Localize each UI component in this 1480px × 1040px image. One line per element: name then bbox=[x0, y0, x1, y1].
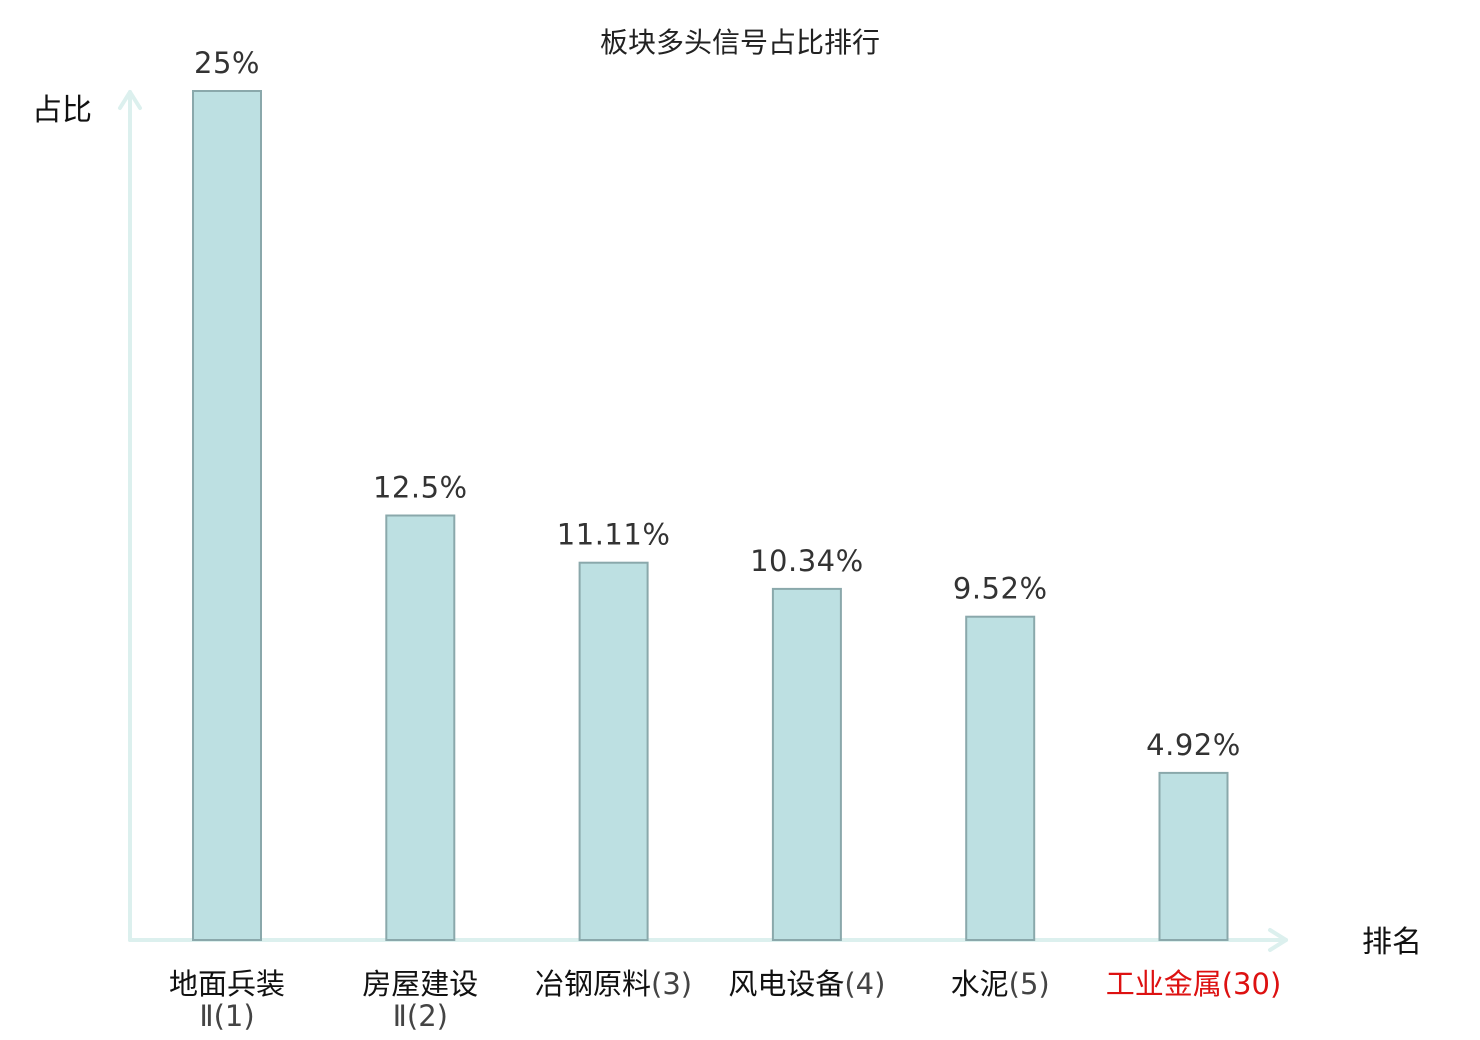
value-label: 4.92% bbox=[1146, 728, 1241, 762]
category-rank: Ⅱ(1) bbox=[199, 999, 254, 1033]
category-name: 工业金属 bbox=[1106, 967, 1222, 1001]
bars-group bbox=[192, 90, 1229, 942]
y-axis-arrow bbox=[118, 90, 142, 110]
y-axis-label: 占比 bbox=[32, 93, 92, 128]
bar bbox=[578, 561, 649, 941]
category-rank: (4) bbox=[844, 967, 885, 1001]
axes bbox=[118, 90, 1288, 952]
bar bbox=[385, 514, 456, 941]
bar bbox=[192, 90, 262, 941]
category-label: 水泥(5) bbox=[951, 967, 1050, 1001]
x-axis-label: 排名 bbox=[1362, 925, 1422, 960]
category-name: 房屋建设 bbox=[362, 967, 478, 1001]
chart-title: 板块多头信号占比排行 bbox=[600, 26, 880, 59]
category-label: 房屋建设 Ⅱ(2) bbox=[362, 967, 478, 1033]
value-label: 25% bbox=[194, 46, 260, 80]
category-rank: (30) bbox=[1222, 967, 1282, 1001]
value-label: 11.11% bbox=[557, 518, 671, 552]
category-label: 冶钢原料(3) bbox=[535, 967, 692, 1001]
value-label: 12.5% bbox=[373, 471, 468, 505]
bar bbox=[965, 615, 1036, 941]
category-label: 地面兵装 Ⅱ(1) bbox=[169, 967, 285, 1033]
value-labels-group: 25% 12.5% 11.11% 10.34% 9.52% 4.92% bbox=[194, 46, 1241, 762]
x-axis-arrow bbox=[1268, 928, 1288, 952]
category-rank: (5) bbox=[1009, 967, 1050, 1001]
category-rank: Ⅱ(2) bbox=[393, 999, 448, 1033]
category-name: 冶钢原料 bbox=[535, 967, 651, 1001]
category-name: 水泥 bbox=[951, 967, 1009, 1001]
category-rank: (3) bbox=[651, 967, 692, 1001]
category-label: 工业金属(30) bbox=[1106, 967, 1282, 1001]
bar bbox=[771, 587, 842, 942]
value-label: 10.34% bbox=[750, 544, 864, 578]
bar bbox=[1158, 771, 1229, 942]
value-label: 9.52% bbox=[953, 572, 1048, 606]
category-name: 风电设备 bbox=[728, 967, 844, 1001]
category-name: 地面兵装 bbox=[169, 967, 285, 1001]
category-labels-group: 地面兵装 Ⅱ(1)房屋建设 Ⅱ(2)冶钢原料(3) 风电设备(4) 水泥(5) 工业金属(… bbox=[169, 967, 1281, 1033]
category-label: 风电设备(4) bbox=[728, 967, 885, 1001]
